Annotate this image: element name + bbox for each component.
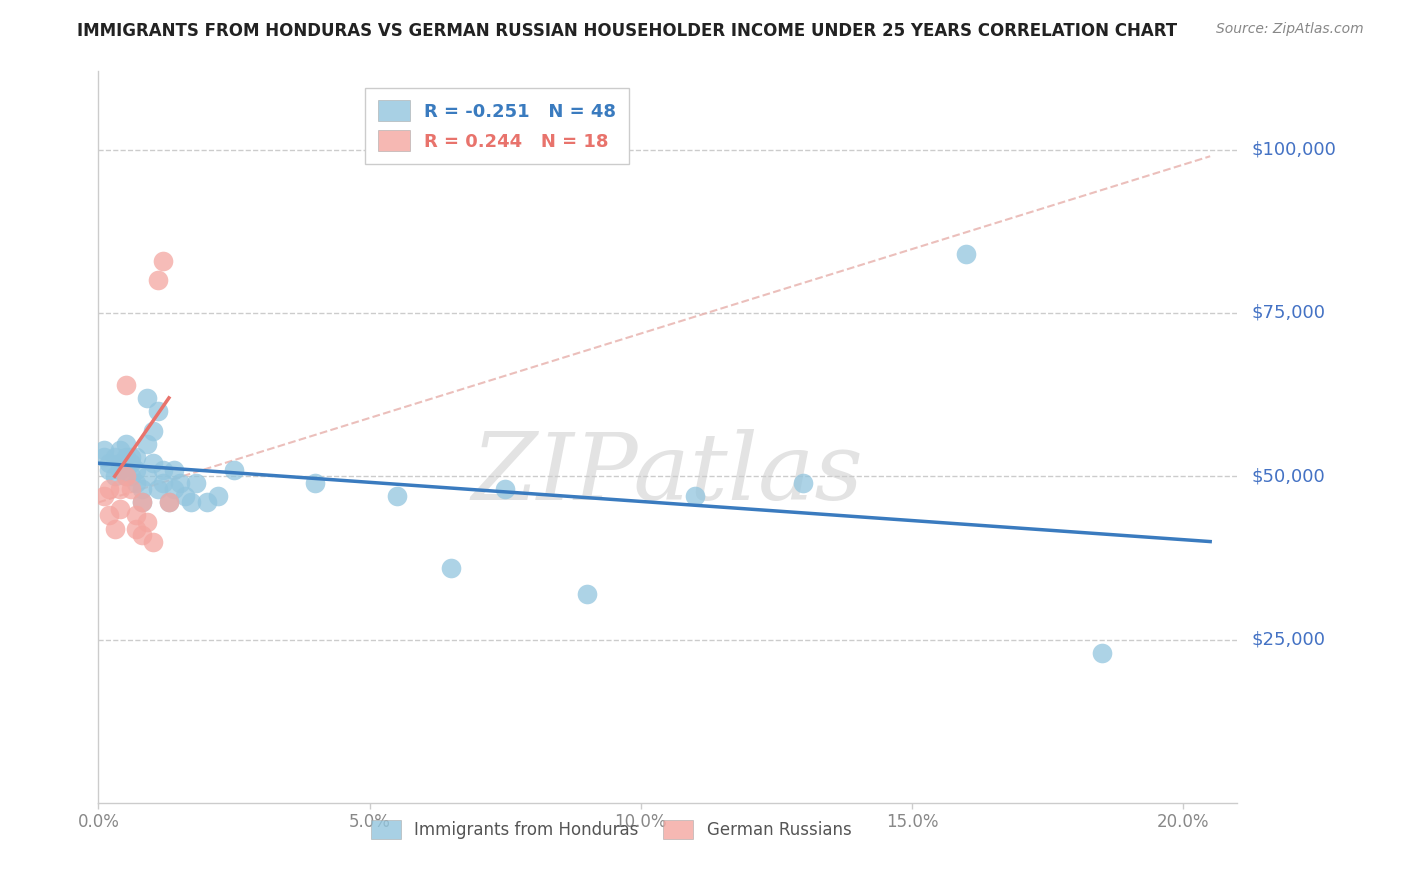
Point	[93, 489, 115, 503]
Point	[108, 483, 131, 497]
Point	[125, 475, 148, 490]
Point	[136, 469, 159, 483]
Point	[174, 489, 197, 503]
Point	[142, 534, 165, 549]
Point	[152, 253, 174, 268]
Point	[163, 463, 186, 477]
Point	[184, 475, 207, 490]
Point	[440, 560, 463, 574]
Point	[93, 443, 115, 458]
Point	[157, 495, 180, 509]
Point	[222, 463, 245, 477]
Point	[108, 456, 131, 470]
Point	[136, 391, 159, 405]
Point	[385, 489, 408, 503]
Text: Source: ZipAtlas.com: Source: ZipAtlas.com	[1216, 22, 1364, 37]
Point	[494, 483, 516, 497]
Point	[131, 483, 153, 497]
Point	[125, 450, 148, 464]
Point	[104, 521, 127, 535]
Text: ZIPatlas: ZIPatlas	[472, 429, 863, 518]
Point	[1091, 646, 1114, 660]
Point	[114, 469, 136, 483]
Point	[146, 404, 169, 418]
Point	[108, 502, 131, 516]
Legend: Immigrants from Honduras, German Russians: Immigrants from Honduras, German Russian…	[364, 814, 858, 846]
Point	[142, 424, 165, 438]
Point	[207, 489, 229, 503]
Point	[131, 495, 153, 509]
Point	[125, 463, 148, 477]
Point	[792, 475, 814, 490]
Point	[114, 469, 136, 483]
Point	[125, 508, 148, 523]
Point	[93, 450, 115, 464]
Point	[125, 521, 148, 535]
Text: $75,000: $75,000	[1251, 304, 1326, 322]
Point	[104, 469, 127, 483]
Point	[114, 436, 136, 450]
Text: $100,000: $100,000	[1251, 141, 1336, 159]
Point	[104, 450, 127, 464]
Point	[180, 495, 202, 509]
Point	[955, 247, 977, 261]
Point	[98, 463, 121, 477]
Point	[98, 508, 121, 523]
Point	[146, 273, 169, 287]
Point	[131, 528, 153, 542]
Point	[98, 483, 121, 497]
Point	[136, 515, 159, 529]
Point	[98, 456, 121, 470]
Point	[114, 377, 136, 392]
Point	[120, 456, 142, 470]
Text: $50,000: $50,000	[1251, 467, 1324, 485]
Point	[142, 456, 165, 470]
Point	[146, 483, 169, 497]
Point	[157, 495, 180, 509]
Point	[120, 483, 142, 497]
Point	[136, 436, 159, 450]
Point	[152, 463, 174, 477]
Point	[163, 483, 186, 497]
Text: $25,000: $25,000	[1251, 631, 1326, 648]
Point	[108, 463, 131, 477]
Point	[108, 443, 131, 458]
Point	[120, 450, 142, 464]
Point	[683, 489, 706, 503]
Point	[195, 495, 218, 509]
Point	[114, 450, 136, 464]
Point	[152, 475, 174, 490]
Point	[131, 495, 153, 509]
Point	[304, 475, 326, 490]
Text: IMMIGRANTS FROM HONDURAS VS GERMAN RUSSIAN HOUSEHOLDER INCOME UNDER 25 YEARS COR: IMMIGRANTS FROM HONDURAS VS GERMAN RUSSI…	[77, 22, 1177, 40]
Point	[575, 587, 598, 601]
Point	[169, 475, 191, 490]
Point	[120, 469, 142, 483]
